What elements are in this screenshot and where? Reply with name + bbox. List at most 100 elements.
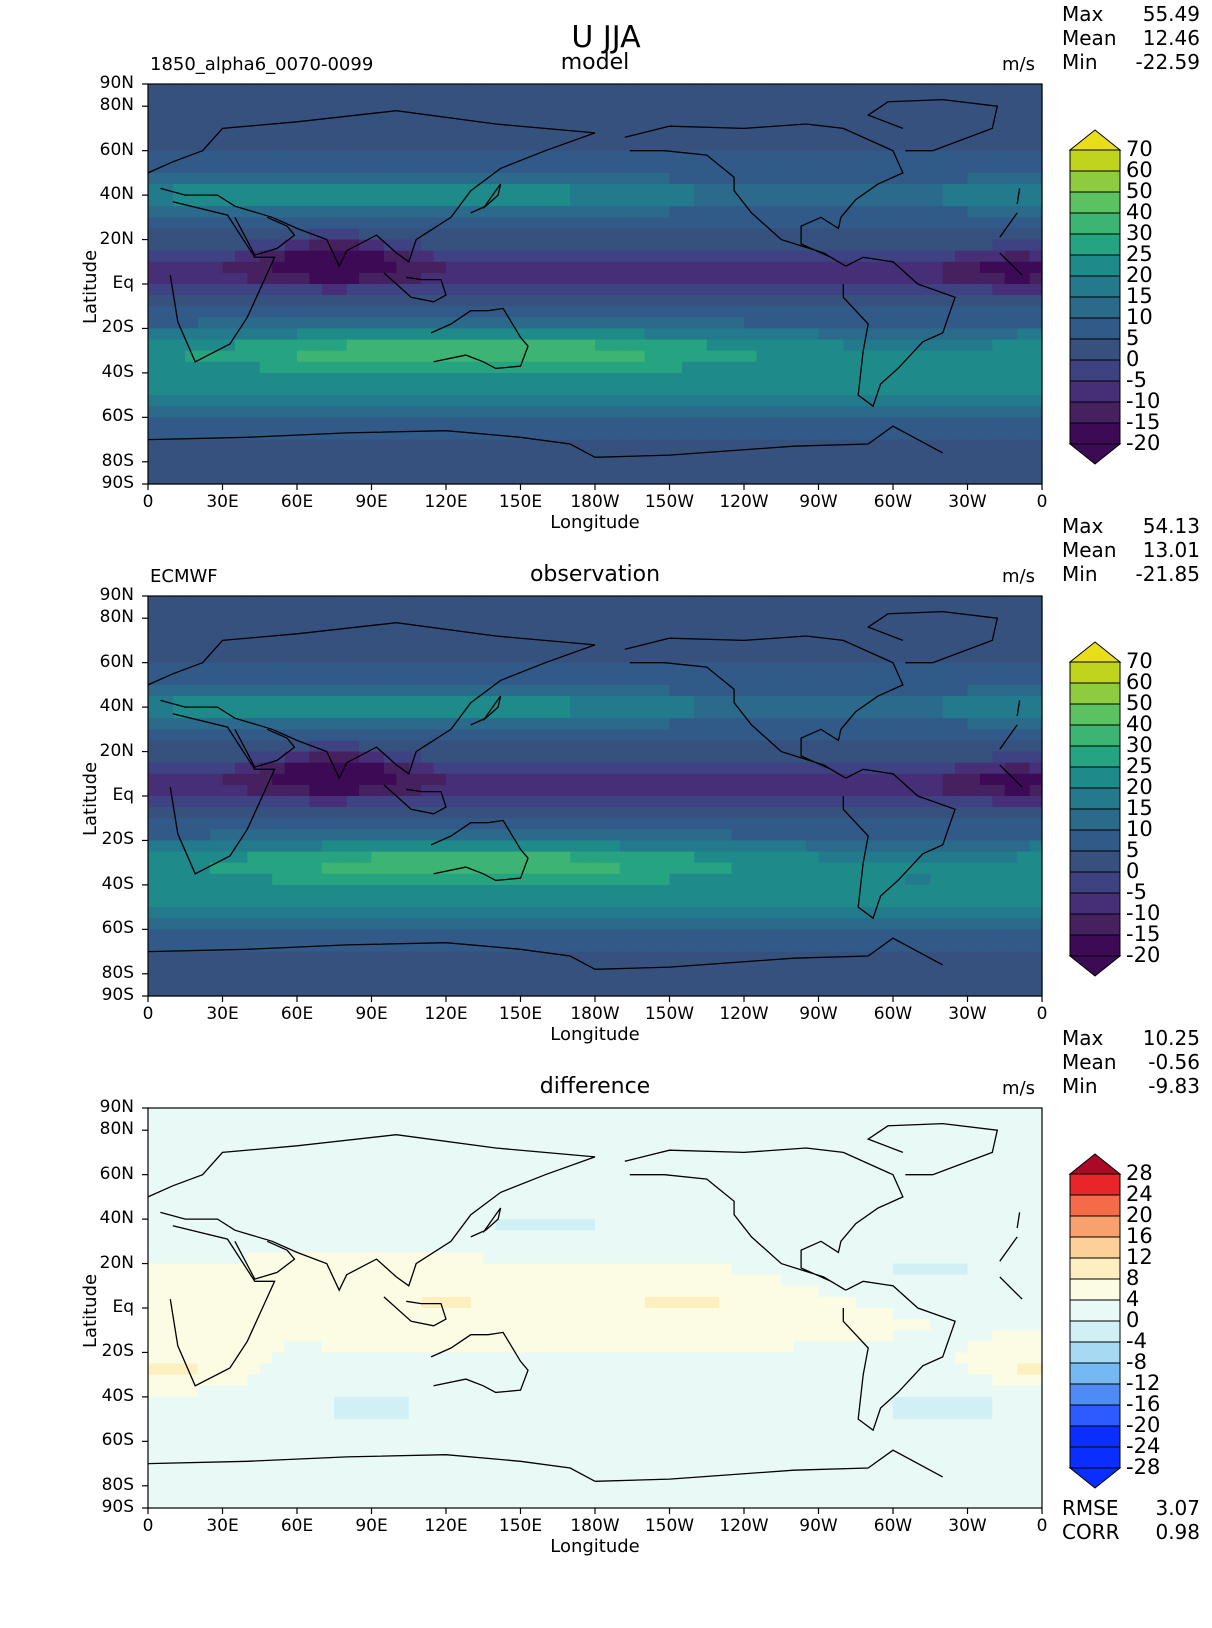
- heatmap-cell: [458, 106, 472, 118]
- heatmap-cell: [818, 117, 832, 130]
- heatmap-cell: [657, 818, 671, 830]
- heatmap-cell: [210, 662, 224, 675]
- heatmap-cell: [669, 372, 683, 385]
- heatmap-cell: [632, 918, 646, 930]
- heatmap-cell: [458, 740, 472, 753]
- heatmap-cell: [359, 172, 373, 185]
- heatmap-cell: [706, 740, 720, 753]
- heatmap-cell: [234, 361, 248, 374]
- heatmap-cell: [371, 796, 385, 808]
- heatmap-cell: [905, 907, 919, 919]
- heatmap-cell: [868, 184, 882, 196]
- heatmap-cell: [396, 350, 410, 363]
- heatmap-cell: [669, 306, 683, 318]
- heatmap-cell: [595, 128, 609, 141]
- heatmap-cell: [1017, 640, 1031, 653]
- heatmap-cell: [470, 272, 484, 285]
- heatmap-cell: [520, 161, 534, 174]
- heatmap-cell: [719, 829, 733, 842]
- heatmap-cell: [284, 184, 298, 196]
- heatmap-cell: [247, 350, 261, 363]
- heatmap-cell: [433, 428, 447, 441]
- heatmap-cell: [421, 929, 435, 942]
- heatmap-cell: [917, 472, 931, 485]
- heatmap-cell: [905, 851, 919, 864]
- heatmap-cell: [855, 339, 869, 352]
- heatmap-cell: [893, 417, 907, 430]
- heatmap-cell: [868, 684, 882, 697]
- heatmap-cell: [309, 417, 323, 430]
- heatmap-cell: [160, 295, 174, 307]
- heatmap-cell: [1017, 184, 1031, 196]
- heatmap-cell: [818, 206, 832, 218]
- heatmap-cell: [992, 773, 1006, 786]
- heatmap-cell: [222, 807, 236, 819]
- heatmap-cell: [644, 172, 658, 185]
- heatmap-cell: [781, 84, 795, 96]
- heatmap-cell: [706, 406, 720, 418]
- heatmap-cell: [160, 150, 174, 163]
- heatmap-cell: [383, 762, 397, 775]
- heatmap-cell: [210, 84, 224, 96]
- heatmap-cell: [222, 372, 236, 385]
- heatmap-cell: [284, 607, 298, 619]
- heatmap-cell: [830, 640, 844, 653]
- heatmap-cell: [706, 384, 720, 396]
- heatmap-cell: [247, 862, 261, 875]
- heatmap-cell: [1029, 840, 1043, 853]
- heatmap-cell: [247, 696, 261, 708]
- heatmap-cell: [545, 862, 559, 875]
- heatmap-cell: [595, 417, 609, 430]
- heatmap-cell: [905, 206, 919, 218]
- heatmap-cell: [470, 818, 484, 830]
- heatmap-cell: [148, 840, 162, 853]
- heatmap-cell: [905, 596, 919, 608]
- heatmap-cell: [359, 818, 373, 830]
- heatmap-cell: [942, 784, 956, 797]
- heatmap-cell: [955, 428, 969, 441]
- heatmap-cell: [1004, 607, 1018, 619]
- heatmap-cell: [545, 339, 559, 352]
- heatmap-cell: [719, 940, 733, 953]
- heatmap-cell: [557, 461, 571, 474]
- heatmap-cell: [657, 328, 671, 341]
- heatmap-cell: [272, 228, 286, 241]
- heatmap-cell: [197, 372, 211, 385]
- heatmap-cell: [855, 829, 869, 842]
- heatmap-cell: [967, 596, 981, 608]
- heatmap-cell: [582, 395, 596, 407]
- heatmap-cell: [234, 250, 248, 263]
- heatmap-cell: [979, 651, 993, 664]
- heatmap-cell: [731, 751, 745, 764]
- heatmap-cell: [421, 884, 435, 897]
- heatmap-cell: [172, 862, 186, 875]
- heatmap-cell: [706, 450, 720, 463]
- heatmap-cell: [793, 740, 807, 753]
- heatmap-cell: [532, 918, 546, 930]
- heatmap-cell: [781, 106, 795, 118]
- heatmap-cell: [657, 272, 671, 285]
- heatmap-cell: [284, 862, 298, 875]
- heatmap-cell: [396, 896, 410, 908]
- heatmap-cell: [694, 406, 708, 418]
- heatmap-cell: [371, 206, 385, 218]
- heatmap-cell: [359, 428, 373, 441]
- heatmap-cell: [756, 428, 770, 441]
- heatmap-cell: [495, 228, 509, 241]
- heatmap-cell: [880, 784, 894, 797]
- heatmap-cell: [309, 139, 323, 152]
- heatmap-cell: [284, 907, 298, 919]
- heatmap-cell: [1017, 328, 1031, 341]
- heatmap-cell: [917, 206, 931, 218]
- heatmap-cell: [234, 940, 248, 953]
- heatmap-cell: [644, 618, 658, 630]
- heatmap-cell: [694, 651, 708, 664]
- heatmap-cell: [247, 784, 261, 797]
- heatmap-cell: [234, 796, 248, 808]
- heatmap-cell: [967, 339, 981, 352]
- heatmap-cell: [321, 195, 335, 207]
- heatmap-cell: [458, 206, 472, 218]
- heatmap-cell: [421, 629, 435, 642]
- heatmap-cell: [855, 662, 869, 675]
- heatmap-cell: [669, 261, 683, 274]
